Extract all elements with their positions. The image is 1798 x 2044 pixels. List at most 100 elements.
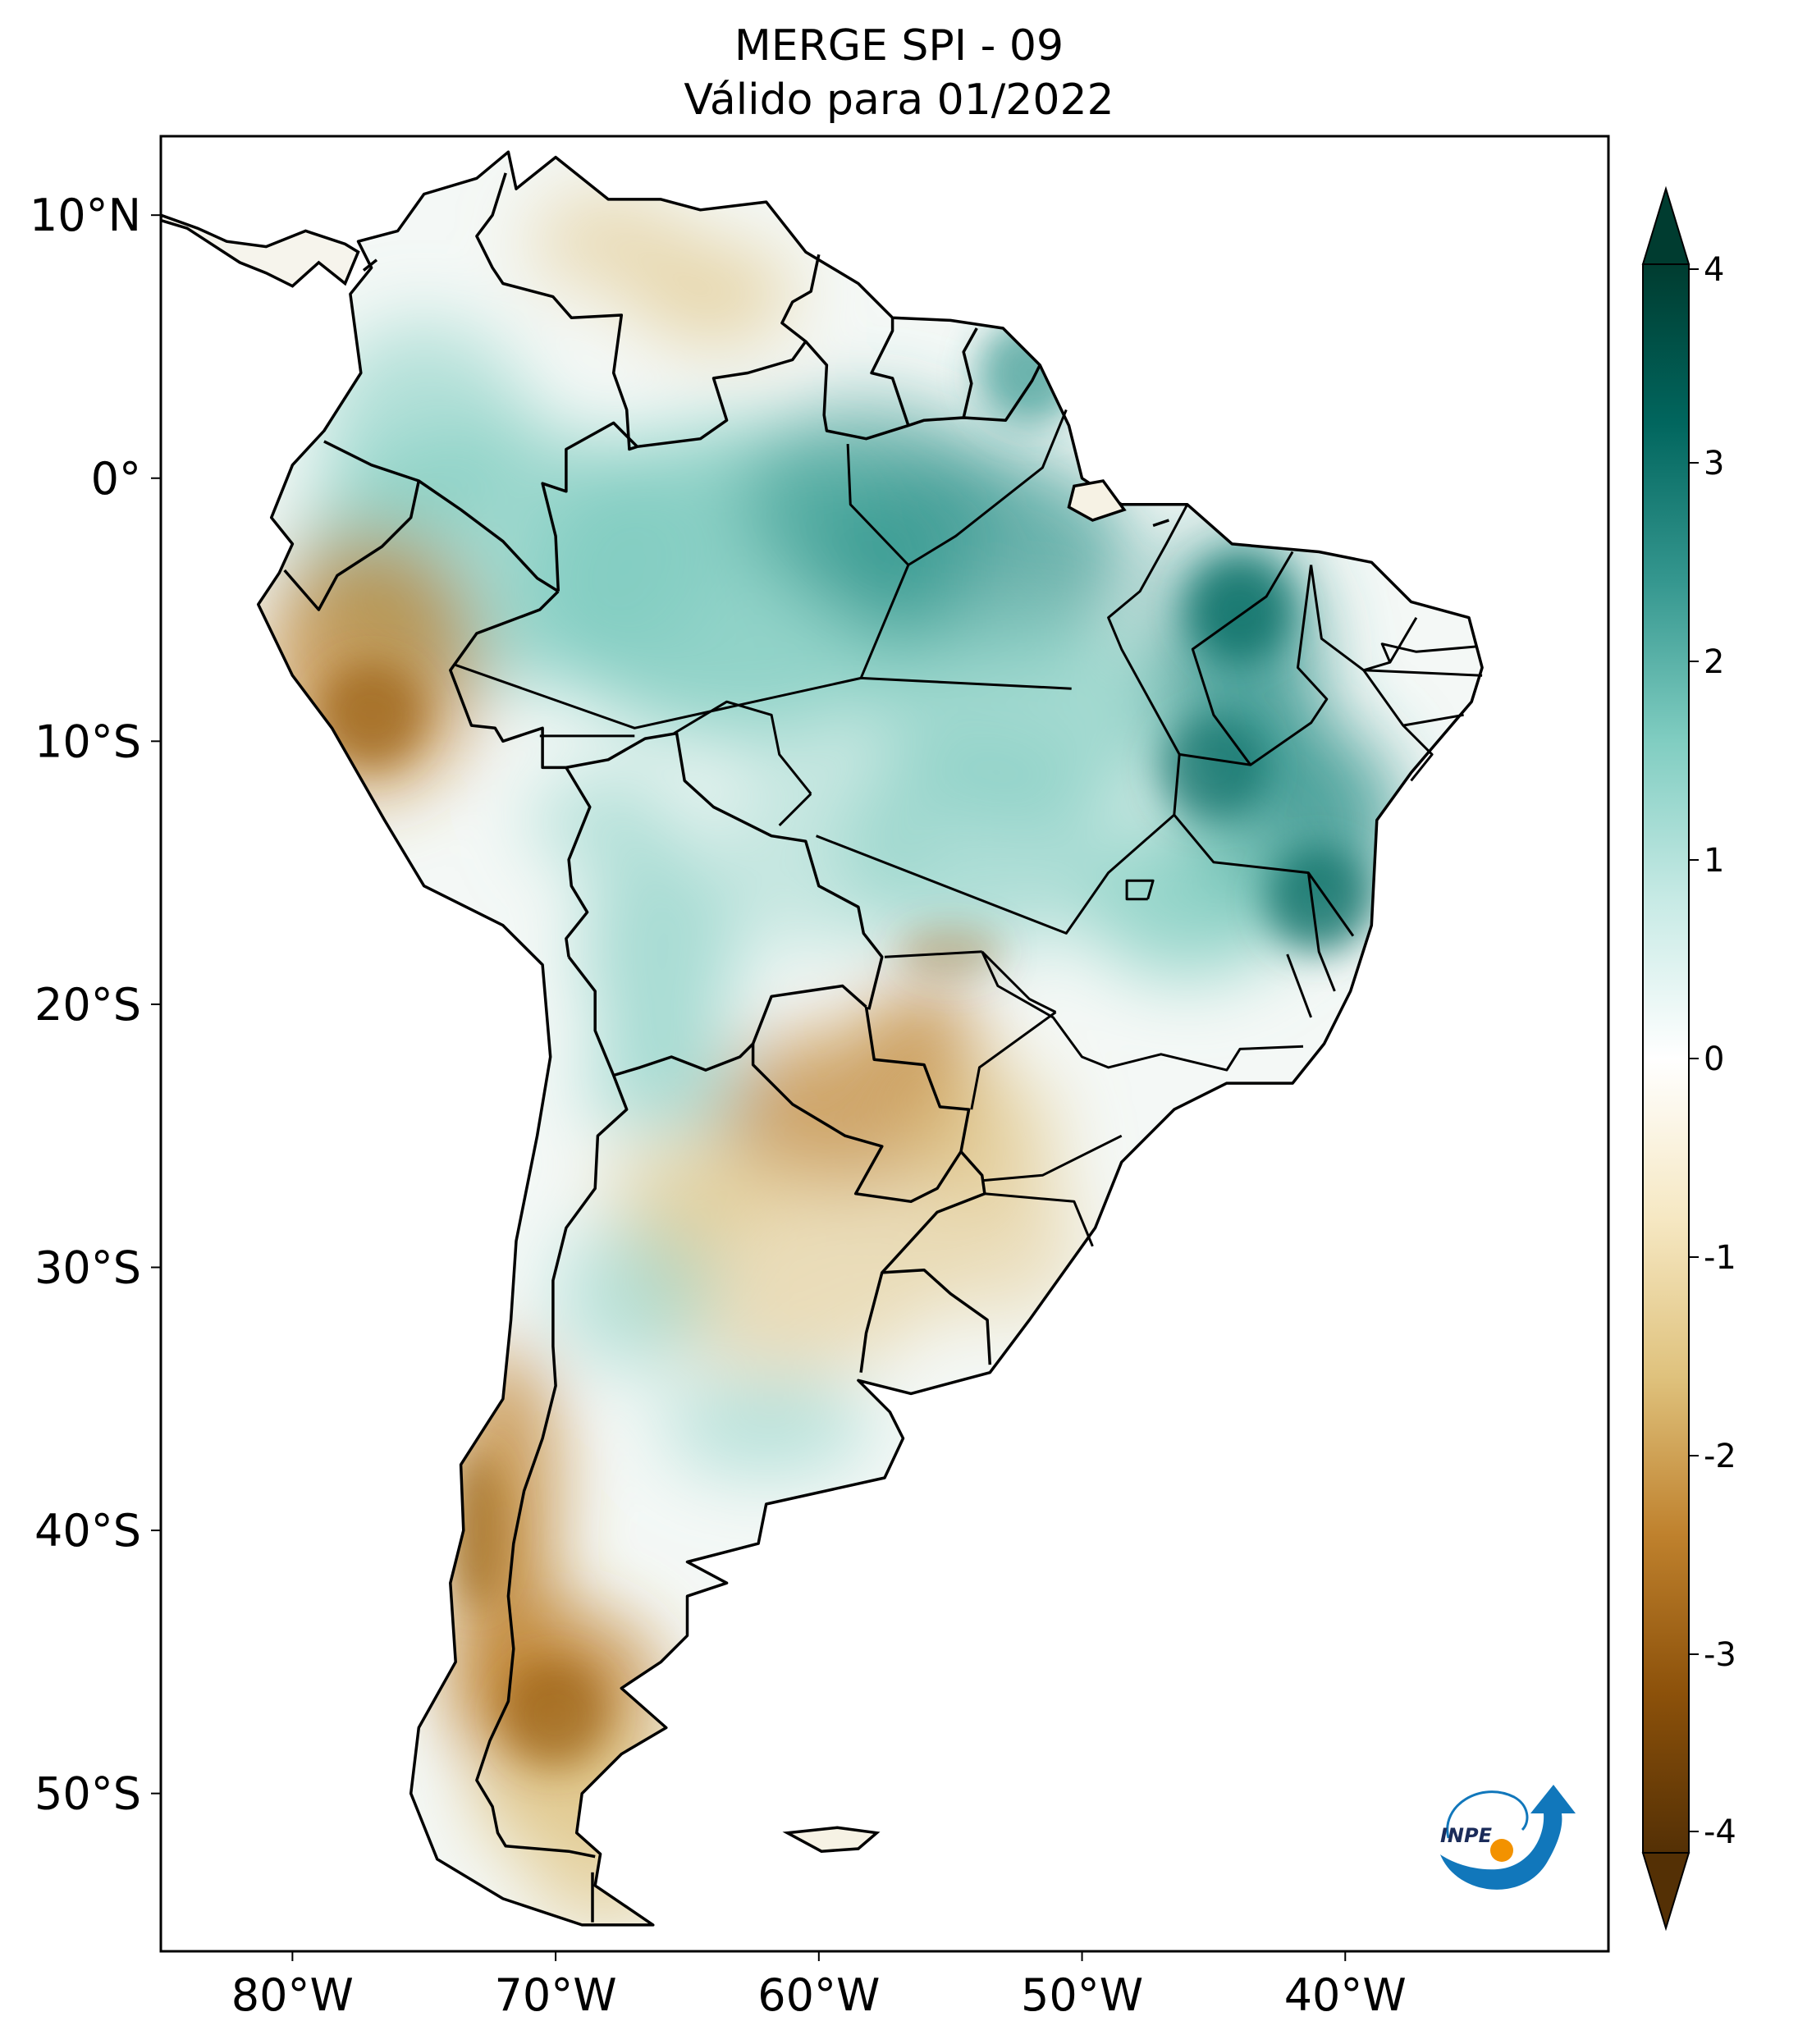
colorbar-tick-label: -1	[1704, 1239, 1736, 1277]
colorbar-tick-label: 3	[1704, 445, 1724, 482]
spi-anomaly-patch	[450, 1451, 504, 1610]
country-border-line	[567, 956, 867, 1077]
state-border-line	[1125, 879, 1155, 901]
latitude-axis: 10°N 0° 10°S 20°S 30°S 40°S 50°S	[30, 190, 161, 1820]
state-border-line	[455, 663, 1072, 729]
country-border-line	[475, 1074, 629, 1859]
country-border-line	[475, 172, 638, 451]
colorbar-tick-label: 2	[1704, 643, 1724, 681]
spi-anomaly-patch	[1266, 846, 1372, 952]
lat-tick-label: 30°S	[34, 1241, 141, 1293]
country-border-line	[751, 1006, 971, 1204]
state-border-line	[970, 1011, 1057, 1110]
lat-tick-label: 20°S	[34, 979, 141, 1031]
lon-tick-label: 50°W	[1021, 1969, 1143, 2021]
colorbar-tick-label: 0	[1704, 1040, 1724, 1078]
state-border-line	[984, 1192, 1094, 1247]
spi-anomaly-patch	[661, 1372, 872, 1478]
spi-field	[266, 189, 1398, 1925]
country-border-line	[541, 421, 638, 592]
central-america-coast	[161, 213, 360, 288]
state-border-line	[1402, 713, 1464, 727]
country-border-line	[870, 318, 910, 427]
spi-anomaly-patch	[529, 189, 688, 295]
colorbar-tick-label: -3	[1704, 1636, 1736, 1674]
spi-anomaly-patch	[582, 1031, 740, 1136]
lat-tick-label: 10°N	[30, 190, 141, 241]
state-border-line	[1191, 551, 1294, 766]
country-border-line	[962, 327, 978, 418]
map-subtitle: Válido para 01/2022	[684, 75, 1114, 125]
lon-tick-label: 70°W	[495, 1969, 617, 2021]
map-title: MERGE SPI - 09	[734, 21, 1064, 71]
colorbar-ticks: 4 3 2 1 0 -1 -2 -3 -4	[1689, 251, 1736, 1851]
country-borders	[283, 172, 1041, 1923]
country-border-line	[565, 731, 884, 1010]
lon-tick-label: 40°W	[1284, 1969, 1407, 2021]
colorbar-tick-label: 1	[1704, 842, 1724, 880]
lon-tick-label: 60°W	[757, 1969, 880, 2021]
island-outline	[782, 1826, 881, 1853]
spi-anomaly-patch	[582, 846, 740, 1058]
colorbar-tick-label: -4	[1704, 1813, 1736, 1851]
colorbar-bottom-arrow	[1641, 1852, 1690, 1932]
state-border-line	[981, 1134, 1123, 1182]
map-frame	[159, 135, 1610, 1953]
country-border-line	[283, 480, 421, 611]
spi-anomaly-patch	[898, 925, 1004, 978]
spi-anomaly-patch	[318, 320, 529, 531]
state-border-line	[1363, 669, 1483, 677]
state-border-line	[1306, 872, 1336, 992]
state-border-line	[846, 444, 910, 679]
state-borders	[455, 409, 1483, 1247]
lat-tick-label: 40°S	[34, 1505, 141, 1557]
state-border-line	[981, 951, 1304, 1072]
spi-anomaly-patch	[1160, 715, 1266, 821]
spi-anomaly-patch	[1187, 556, 1293, 663]
state-border-line	[1286, 953, 1313, 1018]
country-border-line	[859, 1272, 884, 1373]
logo-dot-icon	[1490, 1839, 1513, 1862]
state-border-line	[1380, 642, 1477, 663]
spi-anomaly-patch	[739, 399, 1004, 610]
coastline	[256, 150, 1484, 1927]
spi-anomaly-patch	[608, 1136, 766, 1241]
state-border-line	[1173, 814, 1355, 937]
spi-anomaly-patch	[713, 741, 925, 952]
spi-anomaly-patch	[318, 662, 424, 768]
colorbar-bar	[1642, 263, 1690, 1854]
spi-anomaly-patch	[844, 741, 1109, 952]
inpe-logo: INPE	[1440, 1785, 1576, 1890]
islands	[782, 479, 1169, 1853]
lat-tick-label: 0°	[91, 453, 141, 505]
state-border-line	[1362, 669, 1434, 782]
logo-text: INPE	[1440, 1824, 1493, 1847]
logo-swoosh-icon	[1440, 1785, 1576, 1890]
state-border-line	[816, 504, 1189, 935]
country-border-line	[449, 590, 566, 770]
spi-anomaly-patch	[1082, 820, 1293, 978]
state-border-line	[908, 409, 1068, 566]
state-border-line	[884, 950, 982, 958]
colorbar-tick-label: 4	[1704, 251, 1724, 289]
state-border-line	[981, 950, 1057, 1013]
state-border-line	[778, 793, 812, 826]
spi-anomaly-patch	[529, 767, 688, 873]
country-border-line	[323, 440, 560, 593]
country-border-line	[565, 766, 592, 958]
lat-tick-label: 50°S	[34, 1768, 141, 1820]
spi-anomaly-patch	[503, 1662, 609, 1767]
island-outline	[1067, 479, 1127, 522]
spi-anomaly-patch	[872, 977, 977, 1084]
state-border-line	[1178, 565, 1329, 766]
logo-orbit-icon	[1446, 1790, 1529, 1839]
longitude-axis: 80°W 70°W 60°W 50°W 40°W	[231, 1951, 1407, 2021]
lon-tick-label: 80°W	[231, 1969, 354, 2021]
spi-anomaly-patch	[556, 1214, 714, 1373]
colorbar-tick-label: -2	[1704, 1438, 1736, 1475]
colorbar: 4 3 2 1 0 -1 -2 -3 -4	[1641, 185, 1736, 1932]
colorbar-top-arrow	[1641, 185, 1690, 265]
country-border-line	[637, 254, 821, 449]
island-outline	[1152, 519, 1169, 528]
